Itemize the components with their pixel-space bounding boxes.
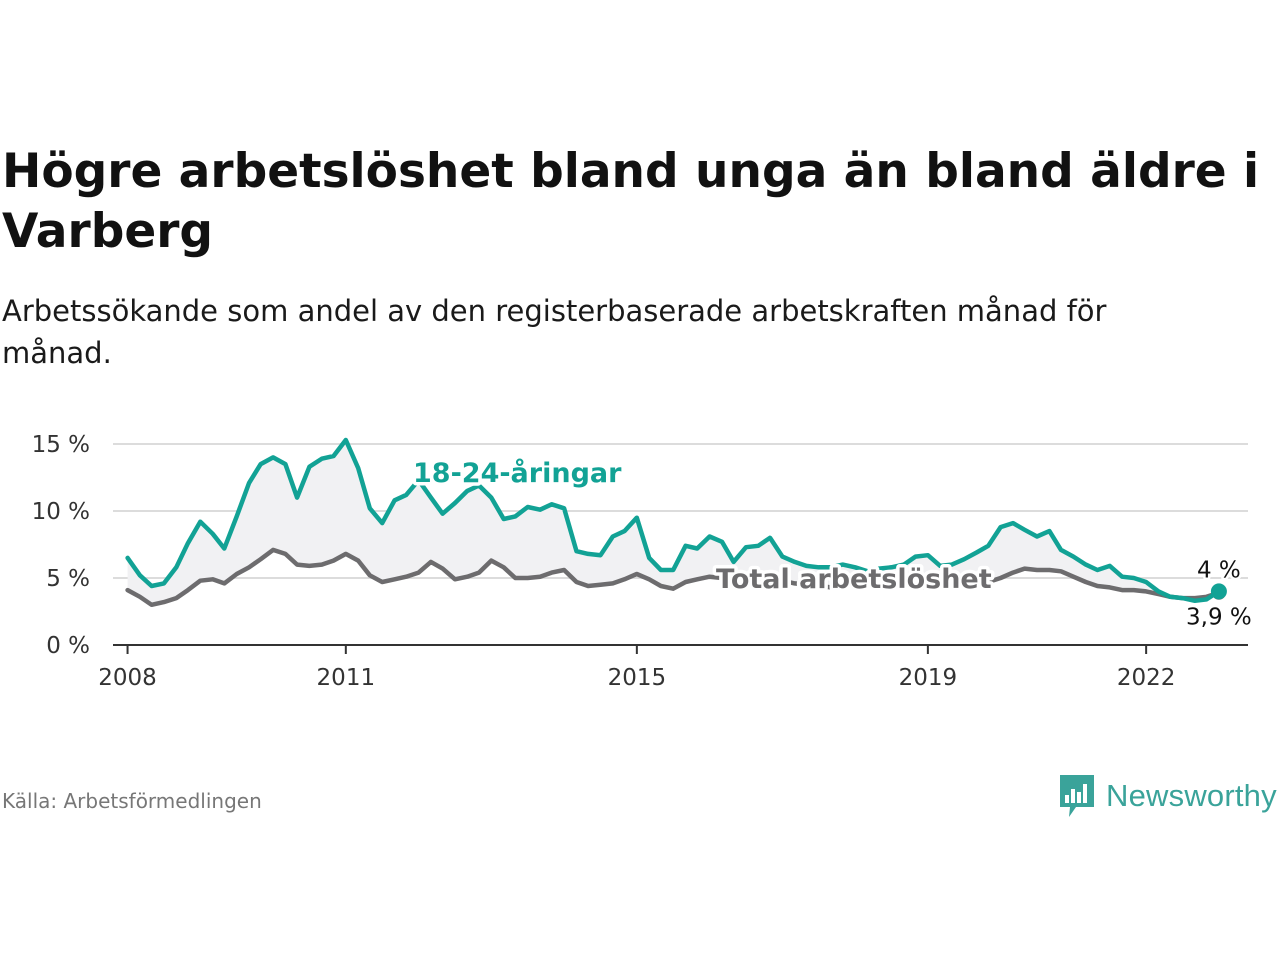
series-label-youth-halo: 18-24-åringar [413,457,622,489]
brand-name: Newsworthy [1106,778,1277,813]
x-tick-label: 2011 [317,665,376,691]
chart-subtitle: Arbetssökande som andel av den registerb… [2,294,1107,370]
series-label-youth: 18-24-åringar [413,457,622,489]
axes: 0 % 5 % 10 % 15 % 2008 2011 2015 2019 2022 [32,432,1248,691]
y-tick-label: 10 % [32,499,90,525]
chart-title: Högre arbetslöshet bland unga än bland ä… [2,144,1260,259]
x-tick-label: 2008 [98,665,157,691]
y-tick-label: 15 % [32,432,90,458]
brand-logo[interactable]: Newsworthy [1058,772,1277,820]
newsworthy-logo-icon [1060,775,1094,817]
x-tick-label: 2015 [608,665,667,691]
end-label-total-halo: 3,9 % [1186,605,1252,631]
end-label-total: 3,9 % [1186,605,1252,631]
series-line-youth [125,437,1222,604]
x-tick-label: 2019 [899,665,958,691]
x-tick-label: 2022 [1117,665,1176,691]
end-label-youth: 4 % [1197,557,1241,583]
y-tick-label: 0 % [46,633,90,659]
end-label-youth-halo: 4 % [1197,557,1241,583]
series-label-total: Total arbetslöshet [716,564,992,595]
series-line-total [125,547,1222,608]
source-note: Källa: Arbetsförmedlingen [2,789,262,813]
series-label-total-halo: Total arbetslöshet [716,564,992,595]
gap-band [127,440,1219,605]
series-lines [125,437,1227,608]
difference-area [127,440,1219,605]
end-point-youth [1210,583,1227,600]
y-tick-label: 5 % [46,566,90,592]
